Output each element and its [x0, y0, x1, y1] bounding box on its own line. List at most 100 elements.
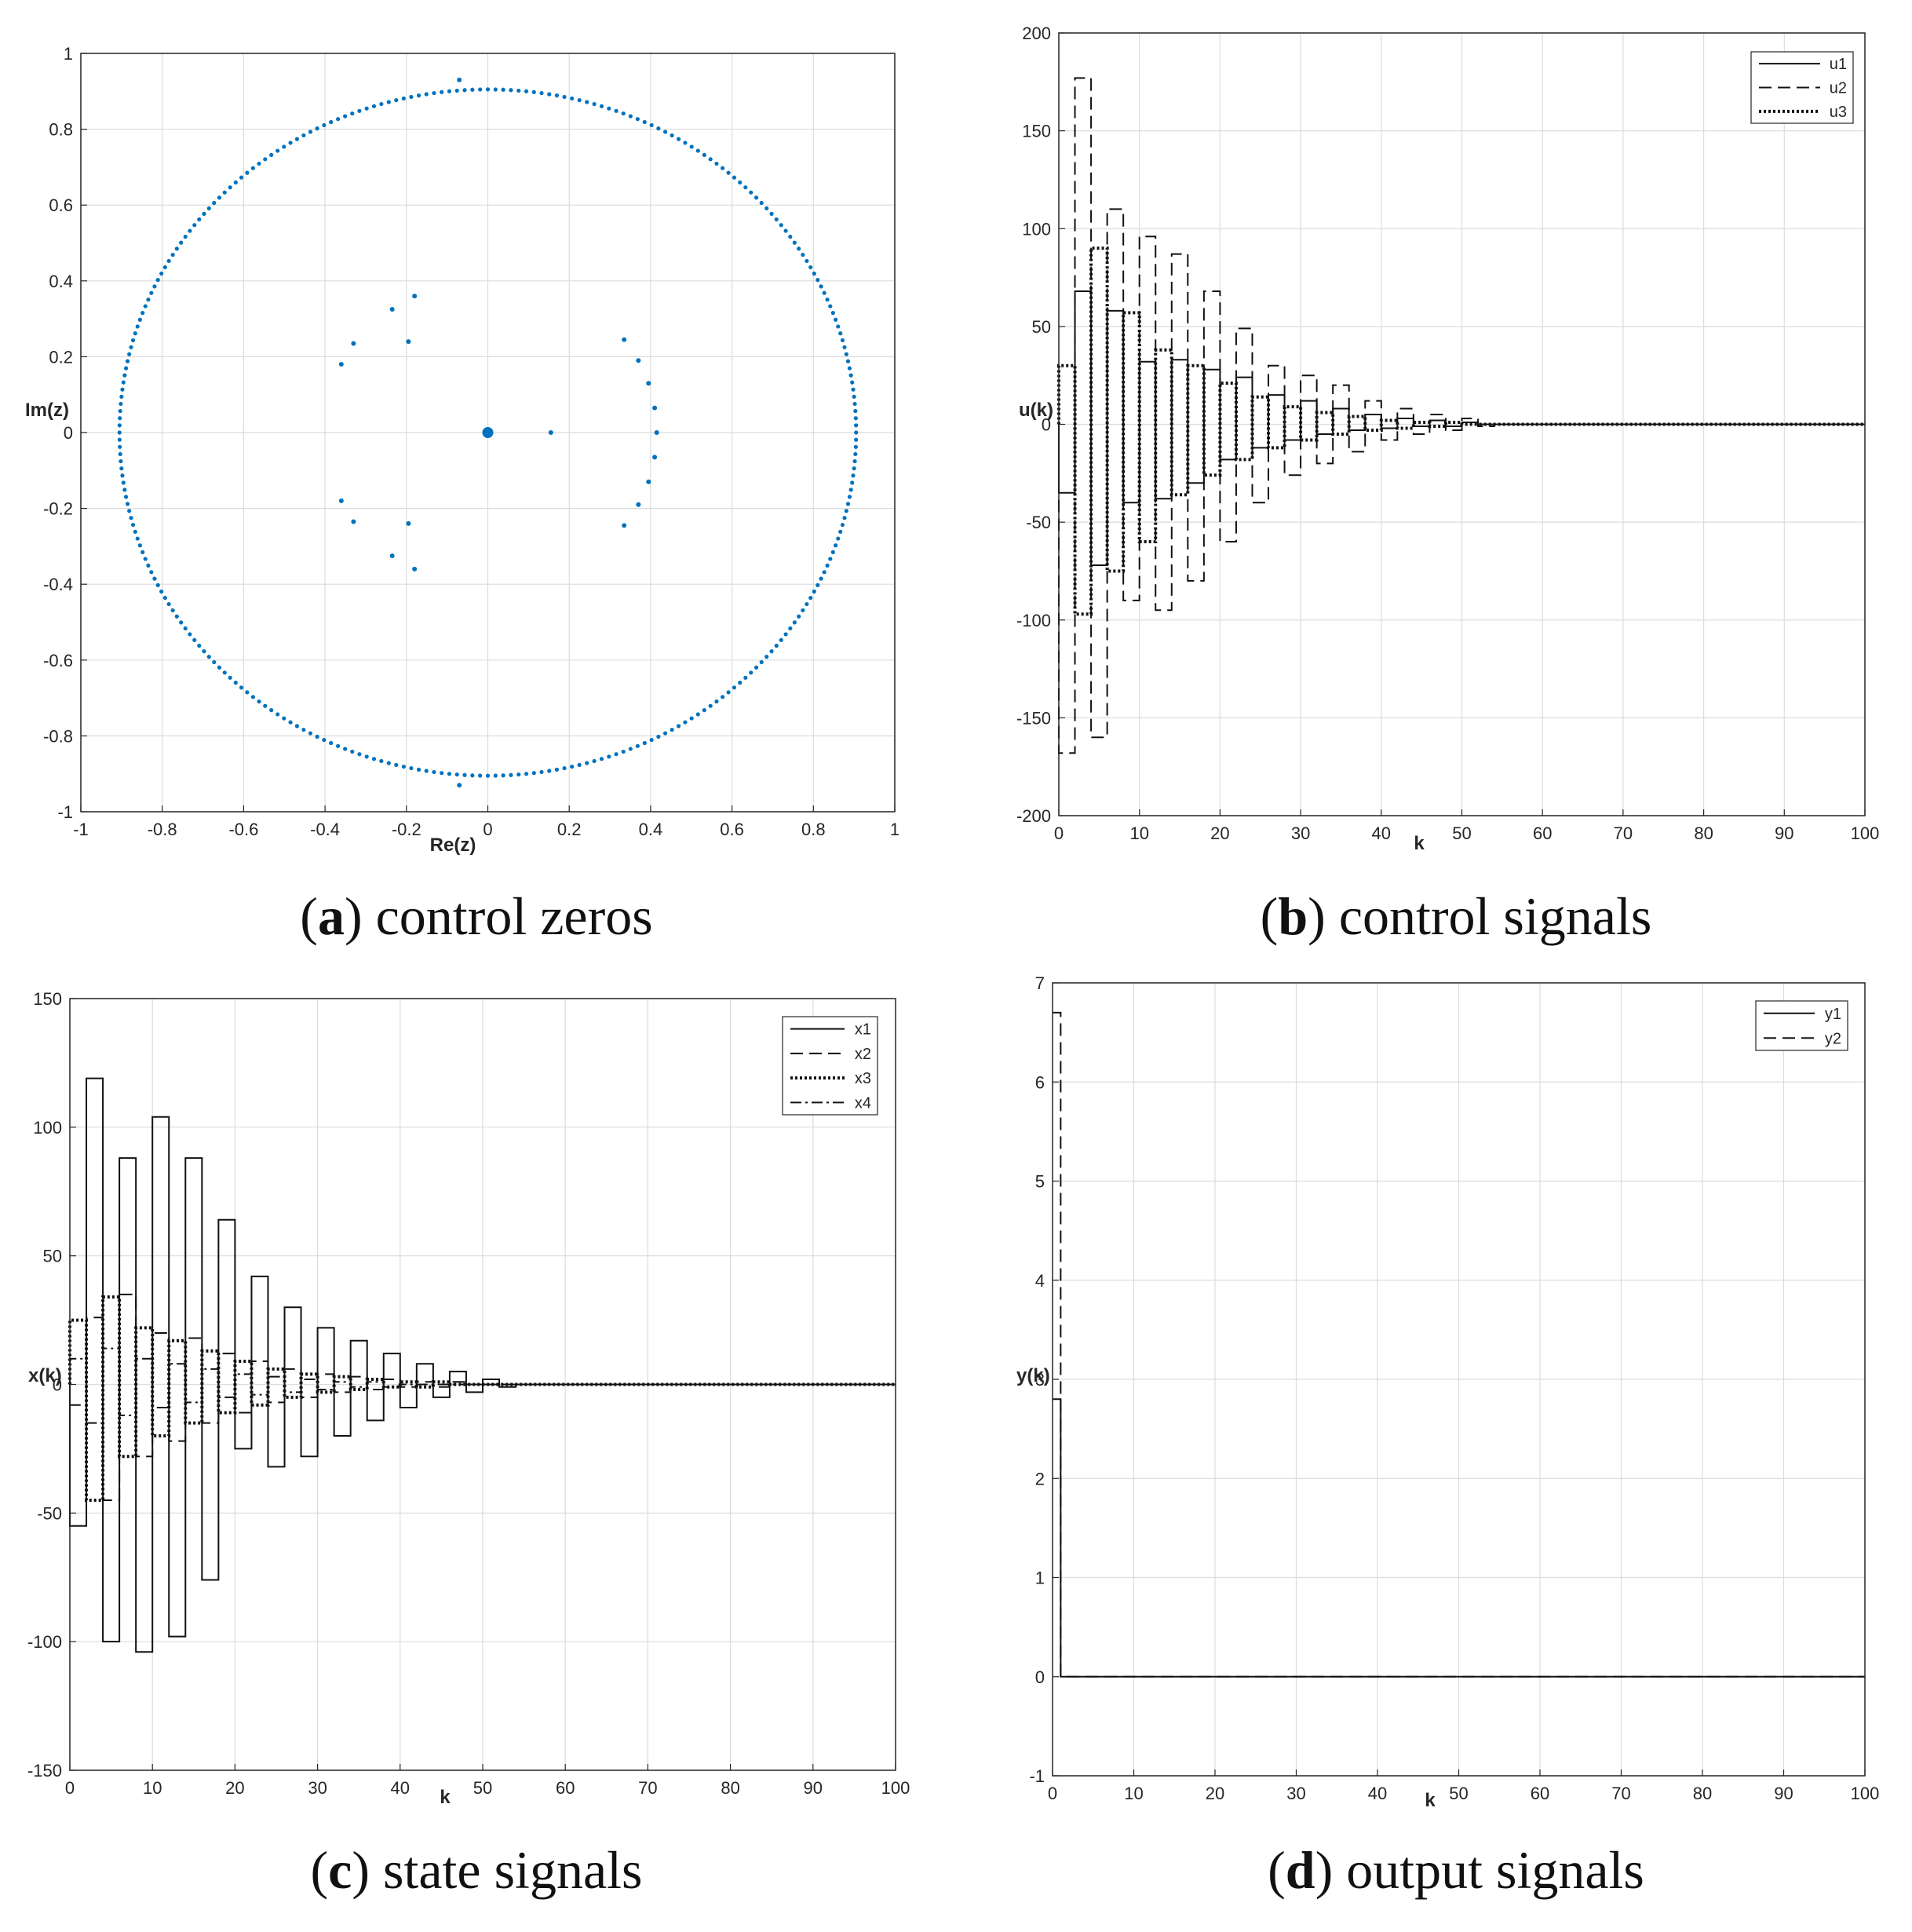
zero-point	[852, 401, 857, 407]
y-tick-label: 100	[33, 1118, 62, 1138]
zero-point	[850, 480, 855, 485]
zero-point	[628, 114, 633, 119]
zero-point	[838, 529, 843, 534]
zero-point	[245, 690, 250, 695]
x-tick-label: 0	[1054, 824, 1064, 843]
zero-point	[183, 626, 188, 631]
x-tick-label: 20	[1206, 1784, 1224, 1803]
x-tick-label: 80	[721, 1778, 739, 1798]
zero-point	[836, 536, 841, 541]
zero-point	[432, 90, 436, 96]
zero-point	[188, 228, 192, 233]
zero-point	[478, 87, 483, 92]
panel-state-signals: 0 10 20 30 40 50 60 70 80 90 100 -150 -100 -50 0 50 100 1…	[27, 989, 910, 1900]
y-tick-label: 3	[1035, 1370, 1045, 1390]
legend: x1 x2 x3 x4	[782, 1016, 878, 1116]
zero-point	[454, 88, 459, 93]
x-tick-label: 50	[473, 1778, 492, 1798]
zero-point	[197, 643, 202, 648]
zero-point	[233, 681, 238, 685]
zero-point	[301, 133, 306, 138]
zero-point	[676, 137, 681, 141]
x-tick-label: 10	[1124, 1784, 1143, 1803]
zero-point	[726, 170, 731, 175]
zero-point	[848, 373, 853, 378]
zero-point	[217, 195, 222, 200]
y-tick-label: -0.4	[43, 575, 73, 594]
legend-label-u3: u3	[1830, 104, 1847, 121]
zero-point	[599, 757, 604, 761]
caption-letter: a	[318, 886, 345, 946]
x-tick-label: -0.2	[392, 820, 421, 839]
zero-point	[155, 278, 160, 283]
zero-point	[409, 765, 414, 771]
zero-point	[217, 665, 222, 670]
zero-point	[239, 685, 244, 690]
zero-point	[118, 451, 122, 457]
zero-point	[853, 408, 858, 414]
zero-point	[819, 284, 823, 289]
zero-point	[152, 576, 157, 581]
zero-point	[137, 543, 142, 548]
zero-point	[183, 234, 188, 239]
zero-point	[117, 430, 122, 435]
zero-point	[656, 734, 661, 739]
y-tick-label: 0	[1042, 415, 1051, 435]
y-tick-label: 7	[1035, 973, 1045, 993]
zero-point	[516, 772, 521, 777]
zero-point	[406, 520, 411, 526]
panel-control-zeros: -1 -0.8 -0.6 -0.4 -0.2 0 0.2 0.4 0.6 0.8 1 -1 -0.8 -0…	[25, 44, 899, 946]
zero-point	[121, 480, 126, 485]
zero-point	[708, 157, 713, 162]
zero-point	[805, 601, 809, 607]
zero-point	[343, 747, 348, 751]
zero-point	[257, 161, 261, 166]
zero-point	[812, 271, 816, 276]
zero-point	[250, 166, 255, 170]
x-tick-label: 10	[143, 1778, 162, 1798]
y-tick-label: 150	[33, 989, 62, 1009]
zero-point	[119, 401, 123, 407]
series-line-x1	[69, 1077, 896, 1653]
zero-point	[805, 258, 809, 264]
x-tick-label: 70	[1611, 1784, 1630, 1803]
zero-point	[159, 589, 164, 594]
zero-point	[125, 359, 130, 363]
zero-point	[351, 519, 356, 524]
y-tick-label: 200	[1022, 24, 1051, 43]
zero-point	[192, 223, 197, 228]
zero-point	[440, 771, 444, 776]
zero-point	[447, 772, 452, 776]
zero-point	[524, 89, 529, 93]
zero-point	[174, 614, 179, 619]
zero-point	[119, 394, 124, 399]
zero-point	[792, 240, 797, 245]
x-tick-label: 60	[1533, 824, 1552, 843]
y-tick-label: 0	[1035, 1667, 1045, 1687]
zero-point	[539, 90, 544, 96]
legend-box	[1755, 1000, 1848, 1051]
x-tick-label: 80	[1693, 1784, 1712, 1803]
zero-point	[539, 769, 544, 775]
x-tick-label: 20	[1210, 824, 1229, 843]
plot-area	[68, 1077, 896, 1653]
x-axis-label: k	[440, 1787, 451, 1808]
series-line-u1	[1058, 290, 1865, 566]
caption: (c) state signals	[310, 1840, 642, 1900]
zero-point	[851, 473, 856, 478]
x-tick-label: 70	[638, 1778, 657, 1798]
zero-point	[162, 265, 167, 270]
zero-point	[120, 387, 125, 392]
zero-point	[212, 659, 217, 665]
zero-point	[432, 769, 436, 775]
zero-point	[457, 77, 462, 82]
zero-point	[336, 743, 341, 748]
zero-point	[401, 764, 406, 769]
x-tick-label: 0	[483, 820, 492, 839]
zero-point	[702, 152, 706, 157]
y-tick-label: 5	[1035, 1172, 1045, 1192]
zero-point	[548, 430, 553, 435]
zero-point	[202, 649, 206, 654]
zero-point	[853, 444, 858, 449]
